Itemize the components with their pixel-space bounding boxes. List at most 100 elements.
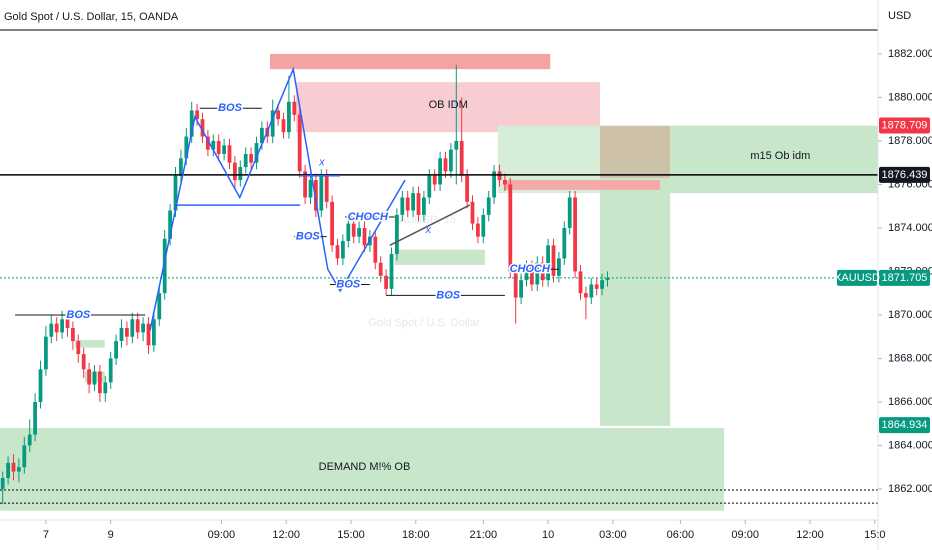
candle-body (330, 201, 334, 246)
candle-body (108, 358, 113, 383)
candle-body (443, 158, 448, 172)
x-mark: x (424, 224, 431, 236)
x-tick-label: 21:00 (470, 529, 498, 541)
candle-body (432, 175, 437, 185)
candle-body (513, 271, 518, 298)
price-badge (879, 269, 930, 286)
candle-body (98, 371, 102, 394)
candle-body (395, 214, 399, 255)
candle-body (546, 245, 550, 281)
candle-body (233, 162, 237, 181)
candle-body (276, 110, 280, 120)
zone-label: DEMAND M!% OB (319, 461, 411, 473)
candle-body (341, 240, 345, 259)
zone (0, 428, 725, 511)
candle-body (557, 258, 561, 276)
y-tick-label: 1882.000 (888, 48, 932, 60)
candle-body (119, 327, 124, 342)
x-tick-label: 9 (108, 529, 114, 541)
candle-body (44, 336, 48, 370)
y-tick-label: 1874.000 (888, 222, 932, 234)
x-tick-label: 18:00 (402, 529, 430, 541)
candle-body (260, 127, 264, 144)
candle-body (519, 280, 523, 298)
candle-body (0, 478, 5, 489)
candle-body (454, 140, 459, 150)
candle-body (184, 136, 189, 159)
candle-body (173, 175, 178, 211)
drawing-line (149, 66, 406, 331)
x-tick-label: 03:00 (599, 529, 627, 541)
candle-body (400, 197, 405, 215)
candle-body (71, 327, 75, 342)
candle-body (551, 245, 556, 276)
candle-body (508, 184, 513, 272)
candle-body (584, 293, 588, 298)
structure-label: BOS (296, 231, 321, 243)
candle-body (335, 245, 340, 259)
candle-body (503, 180, 507, 185)
zone-label: OB IDM (429, 99, 468, 111)
candle-body (373, 236, 378, 263)
structure-label: BOS (66, 309, 91, 321)
symbol-label: XAUUSD (834, 272, 880, 284)
y-tick-label: 1862.000 (888, 483, 932, 495)
x-tick-label: 15:0 (864, 529, 885, 541)
y-tick-label: 1878.000 (888, 135, 932, 147)
candle-body (384, 275, 388, 289)
candle-body (146, 323, 151, 346)
chart-title: Gold Spot / U.S. Dollar, 15, OANDA (4, 11, 179, 23)
candle-body (524, 267, 529, 281)
candle-body (38, 369, 43, 402)
candle-body (486, 197, 491, 215)
candle-body (378, 262, 383, 276)
candle-body (87, 369, 91, 385)
candle-body (492, 171, 496, 198)
candle-body (449, 149, 453, 172)
candle-body (243, 153, 248, 168)
candle-body (130, 319, 135, 337)
zone-label: m15 Ob idm (750, 150, 810, 162)
candle-body (297, 114, 302, 172)
candle-body (270, 110, 275, 137)
y-tick-label: 1870.000 (888, 309, 932, 321)
x-tick-label: 12:00 (796, 529, 824, 541)
candle-body (427, 175, 432, 198)
candle-body (314, 180, 318, 211)
zone (670, 125, 878, 194)
candle-body (216, 140, 221, 154)
candle-body (162, 238, 167, 294)
candle-body (540, 262, 545, 281)
candle-body (530, 267, 534, 285)
structure-label: CHOCH (510, 263, 551, 275)
candle-body (222, 145, 226, 154)
watermark: Gold Spot / U.S. Dollar (368, 317, 480, 329)
drawing-line (389, 204, 471, 247)
candle-body (422, 197, 426, 215)
candle-body (605, 277, 610, 281)
candle-body (308, 180, 313, 198)
candle-body (200, 119, 205, 137)
candle-body (476, 223, 480, 237)
zone (394, 249, 485, 265)
candle-body (6, 462, 10, 479)
candle-body (114, 341, 118, 359)
candle-body (54, 323, 59, 333)
structure-label: BOS (336, 278, 361, 290)
candle-body (292, 101, 297, 115)
candle-body (389, 254, 394, 289)
x-tick-label: 10 (542, 529, 554, 541)
candle-body (211, 140, 216, 150)
price-badge (879, 166, 930, 183)
structure-label: BOS (218, 102, 243, 114)
candle-body (22, 445, 27, 468)
candle-body (65, 319, 70, 328)
zone (503, 180, 660, 190)
candle-body (416, 193, 421, 215)
candle-body (562, 227, 567, 259)
candle-body (567, 197, 572, 228)
candle-body (319, 175, 324, 211)
candle-body (411, 193, 415, 211)
candle-body (459, 140, 464, 176)
